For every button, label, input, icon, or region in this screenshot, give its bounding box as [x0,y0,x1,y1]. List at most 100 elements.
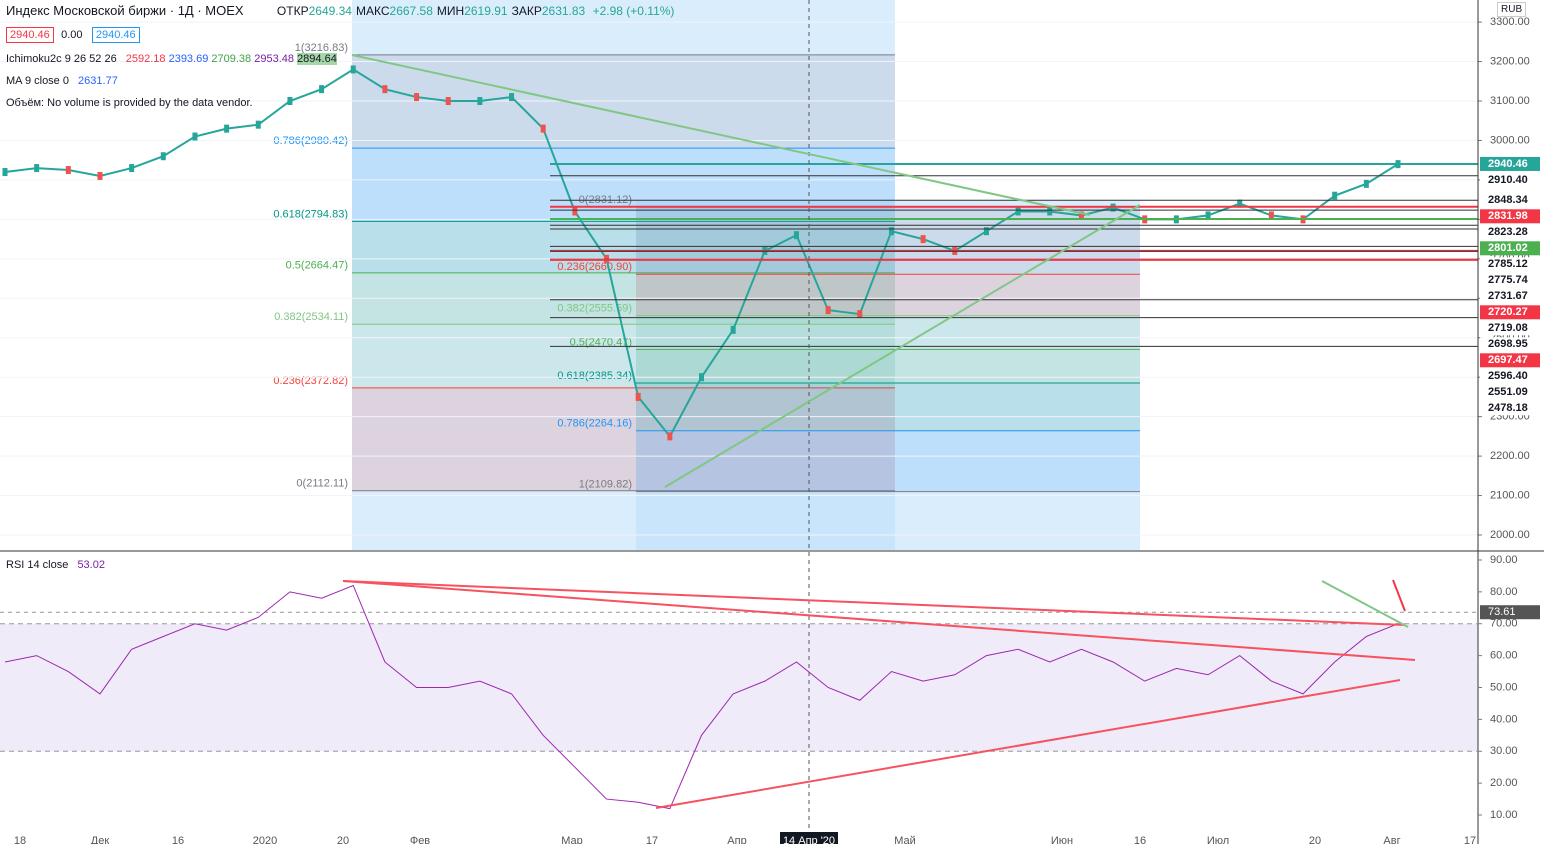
x-tick-label: Мар [561,835,583,844]
fib-zone [352,148,895,222]
price-label: 2775.74 [1488,274,1529,286]
candle [160,152,166,161]
price-label-bg [1480,385,1540,400]
fib-label: 0.382(2534.11) [274,311,348,323]
fib-zone [352,221,895,273]
price-label: 2801.02 [1488,242,1528,254]
candle [129,164,135,173]
candle [1237,199,1243,208]
x-tick-label: Фев [410,835,430,844]
rsi-tick-label: 30.00 [1490,745,1518,757]
x-tick-label: Май [894,835,916,844]
fib-label: 0.236(2372.82) [273,375,348,387]
x-tick-label: 20 [1309,835,1321,844]
header: Индекс Московской биржи · 1Д · MOEX ОТКР… [6,3,674,18]
fib-label: 0.5(2664.47) [286,260,348,272]
ind-value: 2709.38 [211,53,252,65]
candle [2,168,8,177]
ohlc-value: 2667.58 [389,4,433,18]
price-label: 2940.46 [1488,158,1528,170]
title: Индекс Московской биржи · 1Д · MOEX [6,3,244,18]
ohlc-label: ОТКР [276,4,309,18]
ohlc-label: МИН [436,4,465,18]
candle [192,132,198,141]
price-label: 2720.27 [1488,306,1528,318]
price-tick-label: 3300.00 [1490,16,1530,28]
x-tick-label: Июл [1207,835,1229,844]
rsi-marker-bg [1480,605,1540,620]
price-label: 2478.18 [1488,402,1528,414]
candle [825,306,831,315]
price-label-bg [1480,401,1540,416]
ohlc: ОТКР2649.34 МАКС2667.58 МИН2619.91 ЗАКР2631… [277,4,589,18]
price-label-bg [1480,172,1540,187]
candle [1332,191,1338,200]
price-tick-label: 3000.00 [1490,134,1530,146]
price-label: 2596.40 [1488,370,1528,382]
x-tick-label: 16 [1134,835,1146,844]
price-label: 2551.09 [1488,386,1528,398]
candle [540,124,546,133]
price-label-bg [1480,193,1540,208]
fib-zone [636,315,1140,350]
fib-label: 0.618(2794.83) [273,208,348,220]
trend-line [1321,580,1409,628]
rsi-tick-label: 90.00 [1490,554,1518,566]
candle [350,65,356,74]
candle [572,207,578,216]
candle [65,166,71,175]
ind-label: MA 9 close 0 [6,75,69,87]
candle [635,392,641,401]
price-label-bg [1480,209,1540,224]
ind-value: 2894.64 [297,53,337,65]
candle [920,235,926,244]
trend-line [342,580,1416,661]
x-tick-label: 20 [337,835,349,844]
candle [1047,207,1053,216]
price-label-bg [1480,257,1540,272]
x-tick-label: 16 [172,835,184,844]
rsi-tick-label: 50.00 [1490,681,1518,693]
ind-label: Ichimoku2c 9 26 52 26 [6,53,117,65]
x-tick-label: Апр [727,835,746,844]
x-tick-label: 18 [14,835,26,844]
price-label: 2785.12 [1488,258,1528,270]
price-tick-label: 2200.00 [1490,450,1530,462]
x-tick-label: 17 [646,835,658,844]
candle [34,164,40,173]
ohlc-label: ЗАКР [511,4,542,18]
candle [1268,211,1274,220]
price-label: 2848.34 [1488,194,1529,206]
x-tick-label: 2020 [253,835,277,844]
ohlc-value: 2631.83 [541,4,586,18]
rsi-tick-label: 60.00 [1490,650,1518,662]
price-label-bg [1480,305,1540,320]
x-tick-label: Дек [91,835,110,844]
candle [382,85,388,94]
ind-value: 2631.77 [78,75,118,87]
rsi-label: RSI 14 close [6,559,69,571]
fib-label: 0(2112.11) [296,478,348,490]
price-tick-label: 2000.00 [1490,529,1530,541]
candle [224,124,230,133]
price-label: 2831.98 [1488,210,1528,222]
candle [477,97,483,106]
ohlc-label: МАКС [355,4,390,18]
rsi-tick-label: 20.00 [1490,777,1518,789]
arrow [1392,579,1406,612]
price-label: 2823.28 [1488,226,1528,238]
price-tick-label: 3100.00 [1490,95,1530,107]
price-label: 2697.47 [1488,354,1528,366]
candle [1363,179,1369,188]
price-label: 2731.67 [1488,290,1528,302]
price-box: 2940.46 [91,27,140,43]
candle [983,227,989,236]
fib-zone [636,274,1140,316]
x-tick-label: Авг [1383,835,1400,844]
rsi-tick-label: 40.00 [1490,713,1518,725]
price-label-bg [1480,156,1540,171]
rsi-marker-label: 73.61 [1488,606,1516,618]
price-label-bg [1480,337,1540,352]
